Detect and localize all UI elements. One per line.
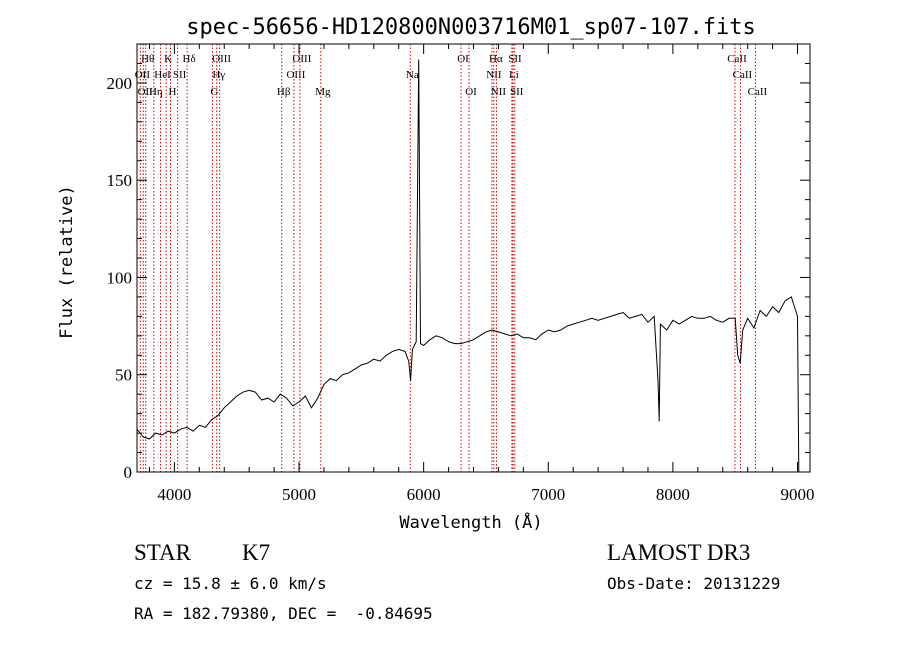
line-marker-label: Na [406, 69, 419, 81]
x-axis-label: Wavelength (Å) [399, 511, 542, 533]
y-tick-label: 50 [115, 366, 132, 385]
line-marker-label: Li [509, 69, 519, 81]
line-marker-label: Hθ [141, 53, 154, 65]
line-marker-label: Hη [149, 86, 163, 98]
line-marker-label: OIII [212, 53, 231, 65]
line-marker-label: H [169, 86, 177, 98]
line-marker-label: OIII [286, 69, 305, 81]
line-marker-label: CaII [727, 53, 747, 65]
y-tick-label: 0 [124, 463, 133, 482]
survey-label: LAMOST DR3 [607, 540, 751, 565]
line-marker-label: CaII [733, 69, 753, 81]
redshift-text: cz = 15.8 ± 6.0 km/s [134, 574, 327, 593]
x-tick-label: 8000 [656, 485, 690, 504]
class-label: STAR [134, 540, 191, 565]
line-marker-label: OI [465, 86, 477, 98]
coordinates-text: RA = 182.79380, DEC = -0.84695 [134, 604, 433, 623]
line-markers: OII OII Hθ Hη HeI K H SII Hδ G Hγ OIII Hβ OIII OIII Mg N… [135, 44, 768, 472]
line-marker-label: Hγ [212, 69, 225, 81]
x-tick-label: 5000 [282, 485, 316, 504]
x-tick-label: 4000 [157, 485, 191, 504]
obs-date-text: Obs-Date: 20131229 [607, 574, 781, 593]
line-marker-label: Hδ [183, 53, 196, 65]
line-marker-label: OII [138, 86, 154, 98]
line-marker-label: Hα [489, 53, 503, 65]
line-marker-label: OI [457, 53, 469, 65]
y-tick-label: 100 [107, 268, 133, 287]
line-marker-label: SII [510, 86, 524, 98]
line-marker-label: HeI [154, 69, 171, 81]
plot-frame [136, 43, 811, 473]
line-marker-label: Mg [315, 86, 331, 98]
line-marker-label: SII [173, 69, 187, 81]
subclass-label: K7 [242, 540, 271, 565]
y-tick-label: 200 [107, 74, 133, 93]
x-tick-label: 7000 [531, 485, 565, 504]
y-tick-label: 150 [107, 171, 133, 190]
line-marker-label: NII [486, 69, 502, 81]
chart-title: spec-56656-HD120800N003716M01_sp07-107.f… [186, 15, 756, 40]
spectrum-line [136, 59, 800, 473]
line-marker-label: OIII [292, 53, 311, 65]
axis-ticks: 4000 5000 6000 7000 8000 9000 0 50 100 150 200 [107, 44, 815, 504]
line-marker-label: CaII [748, 86, 768, 98]
y-axis-label: Flux (relative) [57, 185, 77, 339]
line-marker-label: G [210, 86, 218, 98]
x-tick-label: 9000 [781, 485, 815, 504]
line-marker-label: OII [135, 69, 151, 81]
line-marker-label: K [164, 53, 172, 65]
line-marker-label: Hβ [277, 86, 291, 98]
line-marker-label: NII [491, 86, 507, 98]
x-tick-label: 6000 [407, 485, 441, 504]
